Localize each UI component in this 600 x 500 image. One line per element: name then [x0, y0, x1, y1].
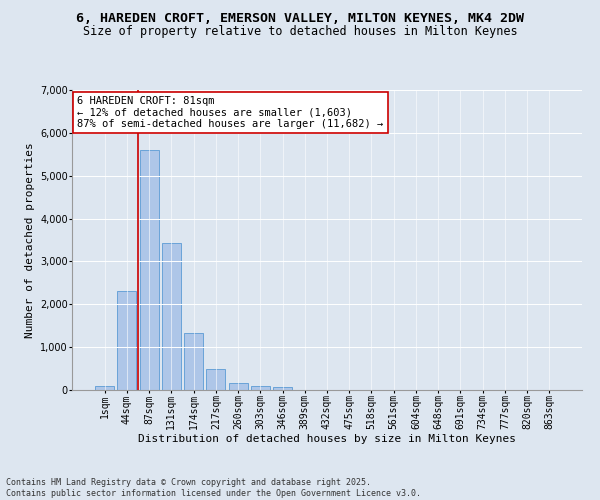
Y-axis label: Number of detached properties: Number of detached properties	[25, 142, 35, 338]
Bar	[273, 388, 292, 390]
Bar	[95, 386, 114, 390]
Bar	[118, 292, 136, 390]
Bar	[206, 370, 225, 390]
Bar	[162, 243, 181, 390]
Text: 6 HAREDEN CROFT: 81sqm
← 12% of detached houses are smaller (1,603)
87% of semi-: 6 HAREDEN CROFT: 81sqm ← 12% of detached…	[77, 96, 383, 129]
Text: Size of property relative to detached houses in Milton Keynes: Size of property relative to detached ho…	[83, 25, 517, 38]
Bar	[140, 150, 158, 390]
Bar	[184, 333, 203, 390]
Text: 6, HAREDEN CROFT, EMERSON VALLEY, MILTON KEYNES, MK4 2DW: 6, HAREDEN CROFT, EMERSON VALLEY, MILTON…	[76, 12, 524, 26]
Text: Contains HM Land Registry data © Crown copyright and database right 2025.
Contai: Contains HM Land Registry data © Crown c…	[6, 478, 421, 498]
X-axis label: Distribution of detached houses by size in Milton Keynes: Distribution of detached houses by size …	[138, 434, 516, 444]
Bar	[251, 386, 270, 390]
Bar	[229, 382, 248, 390]
